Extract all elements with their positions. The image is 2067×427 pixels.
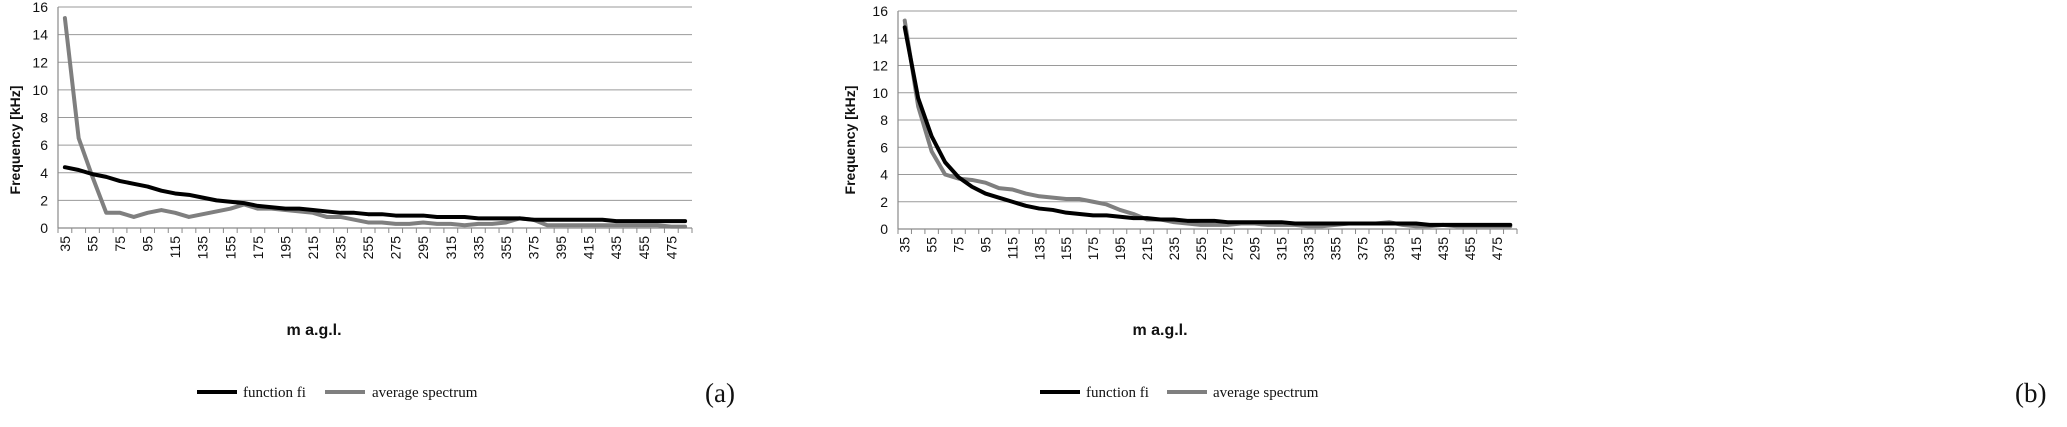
chart-b-y-tick-label: 8 bbox=[880, 112, 888, 128]
chart-b-x-tick-label: 135 bbox=[1031, 237, 1047, 261]
chart-b-y-tick-label: 10 bbox=[872, 85, 888, 101]
chart-b-x-tick-label: 375 bbox=[1354, 237, 1370, 261]
chart-a-x-tick-label: 375 bbox=[526, 236, 542, 260]
chart-a-x-tick-label: 255 bbox=[360, 236, 376, 260]
chart-a-series-lines bbox=[62, 16, 688, 229]
chart-b-line-average-spectrum bbox=[902, 18, 1513, 229]
chart-a-y-tick-label: 8 bbox=[40, 110, 48, 126]
chart-a-y-tick-label: 16 bbox=[32, 0, 48, 15]
chart-b-x-tick-label: 95 bbox=[977, 237, 993, 253]
chart-b-x-tick-label: 55 bbox=[924, 237, 940, 253]
chart-a-x-tick-label: 215 bbox=[305, 236, 321, 260]
chart-b-y-tick-label: 16 bbox=[872, 3, 888, 19]
chart-a-y-tick-label: 4 bbox=[40, 165, 48, 181]
chart-b-legend: function fi average spectrum bbox=[1040, 385, 1319, 401]
chart-a-x-tick-label: 55 bbox=[84, 236, 100, 252]
chart-a-y-tick-labels: 0 2 4 6 8 10 12 14 16 bbox=[32, 0, 48, 236]
chart-a-x-tick-label: 95 bbox=[140, 236, 156, 252]
chart-a-x-tick-label: 315 bbox=[443, 236, 459, 260]
chart-a-y-tick-label: 2 bbox=[40, 192, 48, 208]
chart-b-line-function-fi bbox=[902, 25, 1513, 227]
chart-b-x-tick-label: 415 bbox=[1408, 237, 1424, 261]
chart-a: 0 2 4 6 8 10 12 14 16 35 55 75 95 115 135 155 175 195 215… bbox=[7, 0, 735, 408]
chart-a-axes bbox=[57, 7, 693, 233]
chart-b-y-tick-label: 2 bbox=[880, 194, 888, 210]
chart-b-panel-label: (b) bbox=[2015, 378, 2046, 408]
chart-b-y-axis-label: Frequency [kHz] bbox=[842, 86, 858, 195]
chart-a-x-tick-label: 35 bbox=[57, 236, 73, 252]
chart-a-x-tick-label: 295 bbox=[415, 236, 431, 260]
chart-b-x-tick-label: 35 bbox=[897, 237, 913, 253]
chart-b-y-tick-label: 6 bbox=[880, 139, 888, 155]
chart-b-grid bbox=[898, 10, 1517, 203]
chart-b-axes bbox=[897, 11, 1518, 234]
chart-b-x-tick-label: 115 bbox=[1004, 237, 1020, 260]
chart-a-y-tick-label: 6 bbox=[40, 137, 48, 153]
chart-a-x-tick-label: 335 bbox=[470, 236, 486, 260]
chart-a-x-tick-label: 195 bbox=[277, 236, 293, 260]
chart-a-x-tick-label: 435 bbox=[608, 236, 624, 260]
chart-a-x-tick-label: 475 bbox=[663, 236, 679, 260]
chart-b-x-tick-label: 275 bbox=[1220, 237, 1236, 261]
chart-b-x-axis-label: m a.g.l. bbox=[1132, 322, 1187, 339]
chart-a-legend-label-function-fi: function fi bbox=[243, 385, 306, 401]
chart-b-legend-label-average-spectrum: average spectrum bbox=[1213, 385, 1319, 401]
chart-a-x-tick-label: 395 bbox=[553, 236, 569, 260]
chart-a-x-tick-label: 175 bbox=[250, 236, 266, 260]
chart-b-x-tick-label: 235 bbox=[1166, 237, 1182, 261]
chart-a-x-tick-label: 235 bbox=[333, 236, 349, 260]
chart-a-x-tick-label: 415 bbox=[581, 236, 597, 260]
chart-b-x-tick-label: 335 bbox=[1300, 237, 1316, 261]
chart-b-y-tick-labels: 0 2 4 6 8 10 12 14 16 bbox=[872, 3, 888, 237]
chart-a-x-tick-label: 115 bbox=[167, 236, 183, 259]
chart-b-x-tick-label: 475 bbox=[1489, 237, 1505, 261]
chart-b-x-tick-label: 455 bbox=[1462, 237, 1478, 261]
chart-b-x-tick-label: 435 bbox=[1435, 237, 1451, 261]
chart-a-x-tick-label: 355 bbox=[498, 236, 514, 260]
chart-a-x-axis-label: m a.g.l. bbox=[286, 322, 341, 339]
chart-a-x-tick-label: 155 bbox=[222, 236, 238, 260]
chart-a-y-axis-label: Frequency [kHz] bbox=[7, 86, 23, 195]
chart-a-x-tick-labels: 35 55 75 95 115 135 155 175 195 215 235 255 275 295 31… bbox=[57, 236, 679, 260]
chart-a-y-tick-label: 14 bbox=[32, 27, 48, 43]
chart-b-y-tick-label: 12 bbox=[872, 58, 888, 74]
chart-b-series-lines bbox=[902, 18, 1513, 229]
chart-a-line-average-spectrum bbox=[62, 16, 688, 229]
chart-a-x-tick-label: 455 bbox=[636, 236, 652, 260]
chart-a-legend-label-average-spectrum: average spectrum bbox=[372, 385, 478, 401]
chart-b-x-tick-label: 215 bbox=[1139, 237, 1155, 261]
chart-a-y-tick-label: 12 bbox=[32, 54, 48, 70]
chart-b-y-tick-label: 14 bbox=[872, 30, 888, 46]
chart-b-x-tick-label: 395 bbox=[1381, 237, 1397, 261]
chart-a-x-tick-label: 75 bbox=[112, 236, 128, 252]
chart-a-grid bbox=[58, 6, 692, 201]
chart-a-line-function-fi bbox=[62, 165, 688, 224]
chart-a-y-tick-label: 10 bbox=[32, 82, 48, 98]
chart-a-x-tick-label: 135 bbox=[195, 236, 211, 260]
chart-b-x-tick-label: 195 bbox=[1112, 237, 1128, 261]
chart-a-y-tick-label: 0 bbox=[40, 220, 48, 236]
chart-a-legend: function fi average spectrum bbox=[197, 385, 478, 401]
chart-b-x-tick-label: 295 bbox=[1247, 237, 1263, 261]
chart-b-x-tick-label: 75 bbox=[951, 237, 967, 253]
chart-b-x-tick-label: 255 bbox=[1193, 237, 1209, 261]
chart-b-x-tick-label: 315 bbox=[1274, 237, 1290, 261]
chart-a-panel-label: (a) bbox=[705, 378, 735, 408]
chart-b-x-tick-label: 175 bbox=[1085, 237, 1101, 261]
chart-b-x-tick-label: 155 bbox=[1058, 237, 1074, 261]
chart-b-y-tick-label: 0 bbox=[880, 221, 888, 237]
chart-b: 0 2 4 6 8 10 12 14 16 35 55 75 95 115 135 155 175 195 215… bbox=[842, 3, 2046, 408]
chart-a-x-tick-label: 275 bbox=[388, 236, 404, 260]
chart-b-x-tick-labels: 35 55 75 95 115 135 155 175 195 215 235 255 275 295 31… bbox=[897, 237, 1505, 261]
chart-b-y-tick-label: 4 bbox=[880, 167, 888, 183]
chart-b-x-tick-label: 355 bbox=[1327, 237, 1343, 261]
chart-b-legend-label-function-fi: function fi bbox=[1086, 385, 1149, 401]
